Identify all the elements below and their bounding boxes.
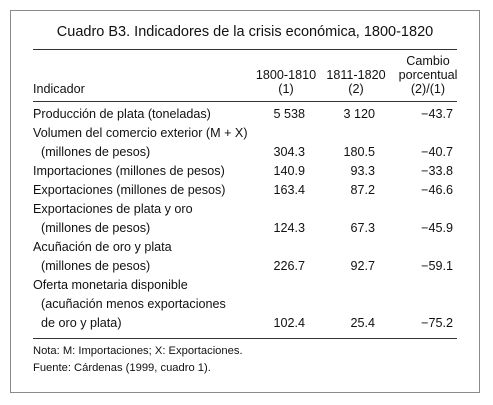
cell-1811-1820: 87.2: [350, 183, 375, 197]
cell-1811-1820: 92.7: [350, 259, 375, 273]
header-col1: (1): [278, 82, 294, 96]
cell-1811-1820: 67.3: [350, 221, 375, 235]
header-col3: porcentual: [398, 68, 458, 82]
cell-1811-1820: 180.5: [343, 145, 375, 159]
cell-1811-1820: 25.4: [350, 316, 375, 330]
row-label: Acuñación de oro y plata: [33, 240, 172, 254]
cell-1800-1810: 5 538: [273, 107, 305, 121]
cell-cambio: −43.7: [421, 107, 453, 121]
cell-1800-1810: 304.3: [273, 145, 305, 159]
row-label: Exportaciones de plata y oro: [33, 202, 193, 216]
row-label: (millones de pesos): [41, 259, 151, 273]
row-label: (millones de pesos): [41, 145, 151, 159]
cell-1800-1810: 102.4: [273, 316, 305, 330]
row-label: Importaciones (millones de pesos): [33, 164, 225, 178]
row-label: de oro y plata): [41, 316, 122, 330]
row-label: Oferta monetaria disponible: [33, 278, 188, 292]
header-col3: Cambio: [406, 54, 450, 68]
cell-1800-1810: 163.4: [273, 183, 305, 197]
header-rule: [33, 101, 457, 102]
header-col1: 1800-1810: [255, 68, 317, 82]
cell-1800-1810: 124.3: [273, 221, 305, 235]
header-col2: 1811-1820: [326, 68, 386, 82]
title-rule: [33, 49, 457, 50]
cell-cambio: −59.1: [421, 259, 453, 273]
table-note: Nota: M: Importaciones; X: Exportaciones…: [33, 345, 243, 357]
cell-1800-1810: 140.9: [273, 164, 305, 178]
cell-cambio: −46.6: [421, 183, 453, 197]
header-col2: (2): [348, 82, 364, 96]
row-label: Producción de plata (toneladas): [33, 107, 211, 121]
row-label: Volumen del comercio exterior (M + X): [33, 126, 248, 140]
table-frame: Cuadro B3. Indicadores de la crisis econ…: [10, 10, 480, 393]
row-label: (acuñación menos exportaciones: [41, 297, 226, 311]
cell-cambio: −75.2: [421, 316, 453, 330]
cell-cambio: −45.9: [421, 221, 453, 235]
cell-1811-1820: 93.3: [350, 164, 375, 178]
cell-1800-1810: 226.7: [273, 259, 305, 273]
bottom-rule: [33, 338, 457, 339]
table-note: Fuente: Cárdenas (1999, cuadro 1).: [33, 362, 211, 374]
row-label: Exportaciones (millones de pesos): [33, 183, 226, 197]
table-title: Cuadro B3. Indicadores de la crisis econ…: [56, 24, 434, 40]
header-col3: (2)/(1): [410, 82, 446, 96]
row-label: (millones de pesos): [41, 221, 151, 235]
header-indicator: Indicador: [33, 82, 85, 96]
cell-cambio: −40.7: [421, 145, 453, 159]
cell-1811-1820: 3 120: [343, 107, 375, 121]
cell-cambio: −33.8: [421, 164, 453, 178]
